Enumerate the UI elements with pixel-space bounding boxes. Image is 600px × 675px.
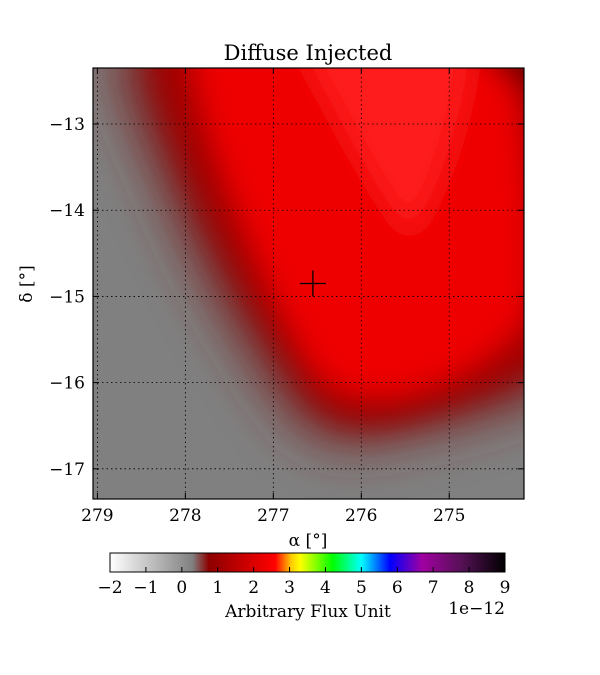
y-tick-label: −16 [49,374,85,394]
y-tick-label: −15 [49,287,85,307]
colorbar-label: Arbitrary Flux Unit [224,602,391,622]
colorbar-tick-label: 2 [248,578,259,598]
colorbar-tick-label: 9 [500,578,511,598]
heatmap-peak [312,68,468,235]
y-axis: −13 −14 −15 −16 −17 [49,115,524,480]
x-axis-label: α [°] [289,531,328,551]
chart-title: Diffuse Injected [224,41,393,65]
x-axis: 279 278 277 276 275 [81,68,465,526]
plot-frame [92,67,525,500]
colorbar-ticks: −2 −1 0 1 2 3 4 5 6 7 8 9 [97,567,510,598]
source-marker-cross [299,270,326,297]
colorbar-gradient [109,552,506,573]
colorbar-tick-label: −1 [133,578,158,598]
colorbar-tick-label: 7 [428,578,439,598]
colorbar-tick-label: 0 [176,578,187,598]
colorbar-tick-label: −2 [97,578,122,598]
colorbar-tick-label: 6 [392,578,403,598]
y-axis-label: δ [°] [17,265,37,302]
x-tick-label: 279 [81,506,113,526]
x-tick-label: 276 [345,506,377,526]
heatmap-dark-corner [498,68,524,95]
colorbar-tick-label: 1 [212,578,223,598]
x-tick-label: 278 [169,506,201,526]
colorbar-tick-label: 4 [320,578,331,598]
colorbar-offset: 1e−12 [448,599,505,619]
x-tick-label: 277 [257,506,289,526]
y-tick-label: −17 [49,460,85,480]
x-tick-label: 275 [433,506,465,526]
colorbar-tick-label: 8 [464,578,475,598]
y-tick-label: −13 [49,115,85,135]
colorbar-tick-label: 5 [356,578,367,598]
colorbar-tick-label: 3 [284,578,295,598]
y-tick-label: −14 [49,201,85,221]
colorbar: −2 −1 0 1 2 3 4 5 6 7 8 9 Arbitrary Flux Unit 1e−12 [97,552,510,622]
heatmap [93,68,524,499]
